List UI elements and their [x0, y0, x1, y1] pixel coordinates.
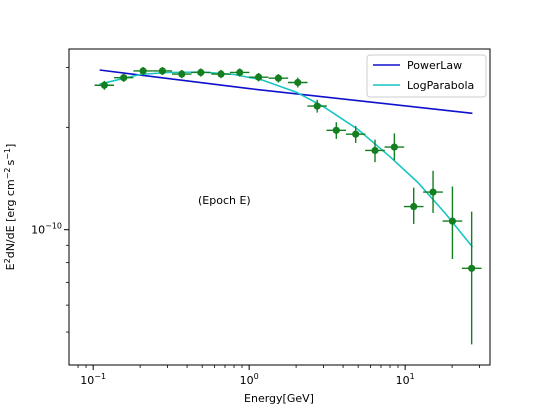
data-point: [191, 68, 211, 77]
x-tick-label: 101: [396, 372, 415, 387]
data-marker: [139, 67, 147, 75]
data-marker: [332, 126, 340, 134]
axes-layer: 10−1 100 101 10−10: [31, 67, 480, 387]
data-marker: [217, 70, 225, 78]
data-point: [268, 74, 289, 83]
curves-layer: [99, 69, 474, 248]
data-marker: [313, 102, 321, 110]
data-point: [229, 68, 250, 77]
logparabola-line: [99, 71, 474, 248]
data-marker: [390, 143, 398, 151]
data-point: [113, 73, 134, 82]
y-axis-label: E2dN/dE [erg cm−2s−1]: [3, 144, 17, 271]
data-point: [345, 125, 366, 143]
data-marker: [255, 73, 263, 81]
data-marker: [197, 68, 205, 77]
data-marker: [468, 264, 476, 272]
data-point: [307, 99, 327, 113]
data-point: [403, 187, 424, 224]
data-marker: [352, 130, 360, 138]
data-points-layer: [94, 66, 482, 345]
data-point: [461, 211, 482, 345]
data-marker: [120, 74, 128, 82]
data-point: [171, 69, 192, 79]
data-marker: [448, 217, 457, 225]
data-marker: [236, 68, 244, 77]
legend: PowerLaw LogParabola: [366, 54, 487, 98]
data-point: [152, 66, 173, 76]
x-tick-label: 10−1: [80, 372, 106, 387]
plot-frame: [68, 48, 491, 366]
data-point: [248, 72, 269, 82]
epoch-annotation: (Epoch E): [198, 194, 251, 207]
data-point: [133, 66, 153, 76]
data-point: [442, 186, 463, 260]
x-tick-label: 100: [240, 372, 259, 387]
legend-label-logparabola: LogParabola: [407, 79, 474, 92]
data-point: [211, 69, 231, 79]
data-marker: [294, 78, 302, 87]
data-point: [423, 170, 443, 213]
data-marker: [429, 188, 437, 196]
data-point: [365, 139, 385, 163]
data-marker: [100, 81, 108, 89]
y-tick-label: 10−10: [31, 222, 62, 237]
data-point: [287, 77, 308, 88]
legend-label-powerlaw: PowerLaw: [407, 59, 462, 72]
powerlaw-line: [99, 69, 473, 115]
data-marker: [158, 67, 167, 75]
data-point: [94, 80, 114, 90]
data-marker: [178, 70, 186, 78]
data-marker: [274, 74, 282, 82]
data-marker: [371, 146, 379, 155]
x-axis-label: Energy[GeV]: [244, 392, 314, 405]
data-point: [326, 122, 347, 139]
data-point: [384, 133, 405, 161]
data-marker: [410, 202, 418, 211]
